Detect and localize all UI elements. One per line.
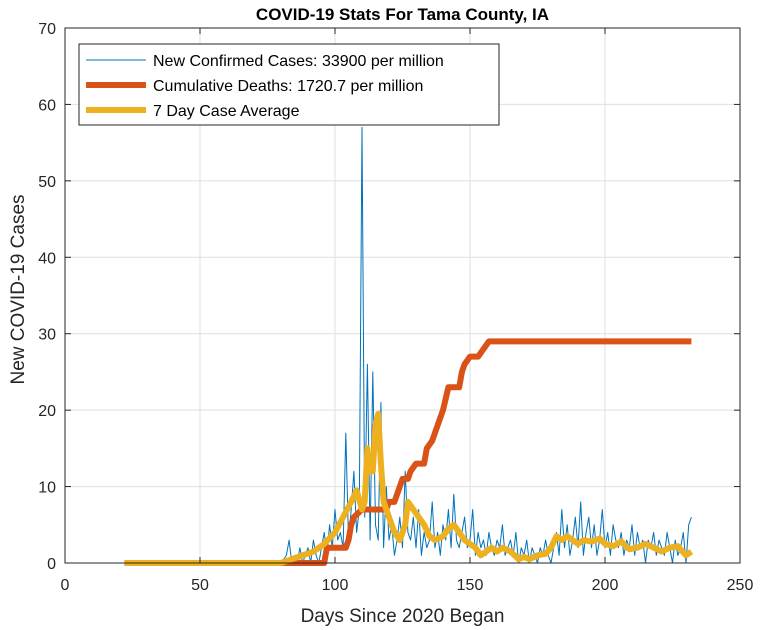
legend-label: New Confirmed Cases: 33900 per million xyxy=(153,53,444,70)
y-tick-label: 60 xyxy=(38,97,56,114)
x-axis-label: Days Since 2020 Began xyxy=(301,606,505,627)
y-tick-label: 0 xyxy=(47,556,56,573)
legend: New Confirmed Cases: 33900 per million Cu… xyxy=(78,43,500,126)
x-tick-label: 0 xyxy=(61,577,70,594)
legend-label: 7 Day Case Average xyxy=(153,103,300,120)
x-tick-label: 200 xyxy=(592,577,619,594)
chart-title: COVID-19 Stats For Tama County, IA xyxy=(256,5,549,24)
y-tick-label: 10 xyxy=(38,480,56,497)
x-tick-label: 150 xyxy=(457,577,484,594)
series-line-1 xyxy=(124,126,692,564)
series-line-3 xyxy=(124,410,694,566)
y-tick-label: 70 xyxy=(38,21,56,38)
series-layer xyxy=(124,126,694,566)
y-tick-label: 40 xyxy=(38,250,56,267)
y-axis-label: New COVID-19 Cases xyxy=(8,194,29,384)
y-tick-label: 20 xyxy=(38,403,56,420)
legend-label: Cumulative Deaths: 1720.7 per million xyxy=(153,78,423,95)
x-tick-label: 50 xyxy=(191,577,209,594)
y-tick-label: 30 xyxy=(38,327,56,344)
axis-ticks: 0 50 100 150 200 250 0 10 20 30 40 50 60 70 xyxy=(38,21,753,594)
y-tick-label: 50 xyxy=(38,174,56,191)
x-tick-label: 100 xyxy=(322,577,349,594)
plot-area-frame xyxy=(64,27,741,564)
x-tick-label: 250 xyxy=(727,577,754,594)
legend-box xyxy=(78,43,500,126)
series-line-2 xyxy=(124,338,692,566)
